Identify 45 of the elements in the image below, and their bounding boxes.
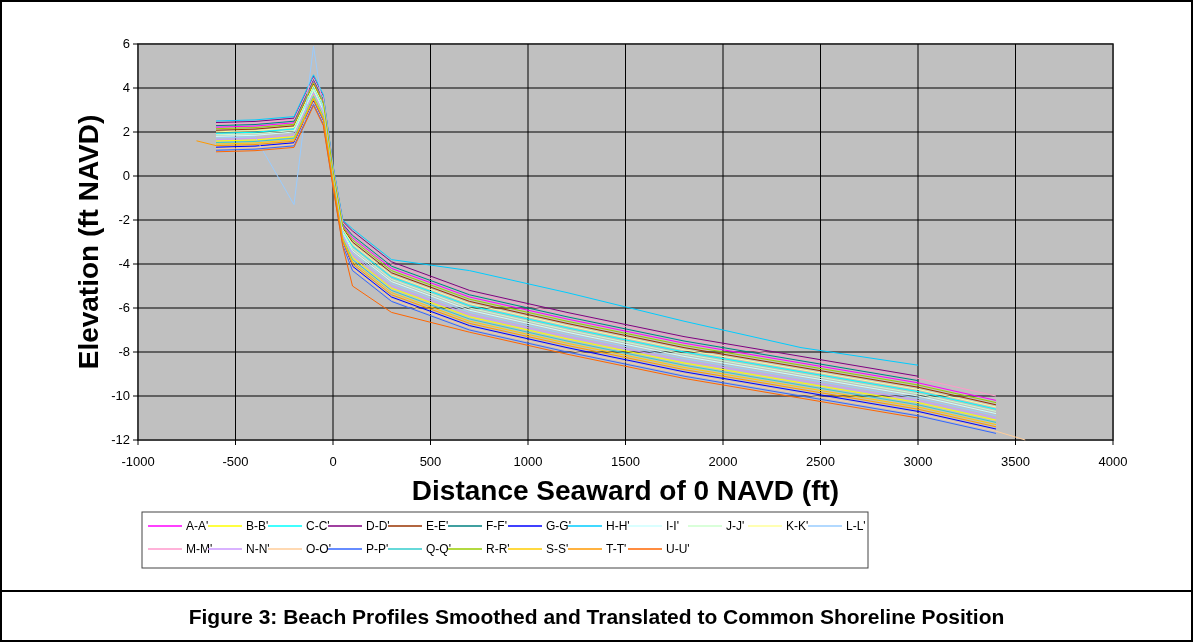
y-tick-label: -2 [118,212,130,227]
legend-label: O-O' [306,542,331,556]
legend-label: F-F' [486,519,507,533]
x-tick-label: 0 [329,454,337,469]
y-tick-label: -6 [118,300,130,315]
y-tick-label: -12 [111,432,130,447]
x-tick-label: 1500 [611,454,640,469]
text: Figure 3: Beach Profiles Smoothed and Translated to Common Shoreline Position [188,605,1005,628]
legend-label: M-M' [186,542,213,556]
x-tick-label: 500 [419,454,442,469]
legend-label: P-P' [366,542,389,556]
legend-label: S-S' [546,542,569,556]
legend-label: I-I' [666,519,679,533]
y-tick-label: 2 [122,124,130,139]
legend-label: A-A' [186,519,209,533]
legend-label: Q-Q' [426,542,451,556]
legend-label: J-J' [726,519,745,533]
x-tick-label: -1000 [121,454,155,469]
y-tick-label: 6 [122,36,130,51]
y-tick-label: 4 [122,80,130,95]
legend-label: L-L' [846,519,866,533]
legend-label: G-G' [546,519,571,533]
legend-label: D-D' [366,519,390,533]
x-tick-label: 2500 [806,454,835,469]
y-tick-label: -8 [118,344,130,359]
x-tick-label: 3000 [903,454,933,469]
y-tick-label: -4 [118,256,130,271]
y-axis-title: Elevation (ft NAVD) [73,114,104,370]
y-tick-label: -10 [111,388,130,403]
x-tick-label: -500 [222,454,249,469]
legend-label: C-C' [306,519,330,533]
legend-label: N-N' [246,542,270,556]
legend-label: R-R' [486,542,510,556]
x-tick-label: 4000 [1098,454,1128,469]
legend-label: K-K' [786,519,809,533]
legend-label: U-U' [666,542,690,556]
x-axis-title: Distance Seaward of 0 NAVD (ft) [411,475,840,506]
x-tick-label: 1000 [513,454,543,469]
legend-label: B-B' [246,519,269,533]
y-tick-label: 0 [122,168,130,183]
legend-label: H-H' [606,519,630,533]
x-tick-label: 2000 [708,454,738,469]
x-tick-label: 3500 [1001,454,1030,469]
legend-label: T-T' [606,542,627,556]
legend-label: E-E' [426,519,449,533]
